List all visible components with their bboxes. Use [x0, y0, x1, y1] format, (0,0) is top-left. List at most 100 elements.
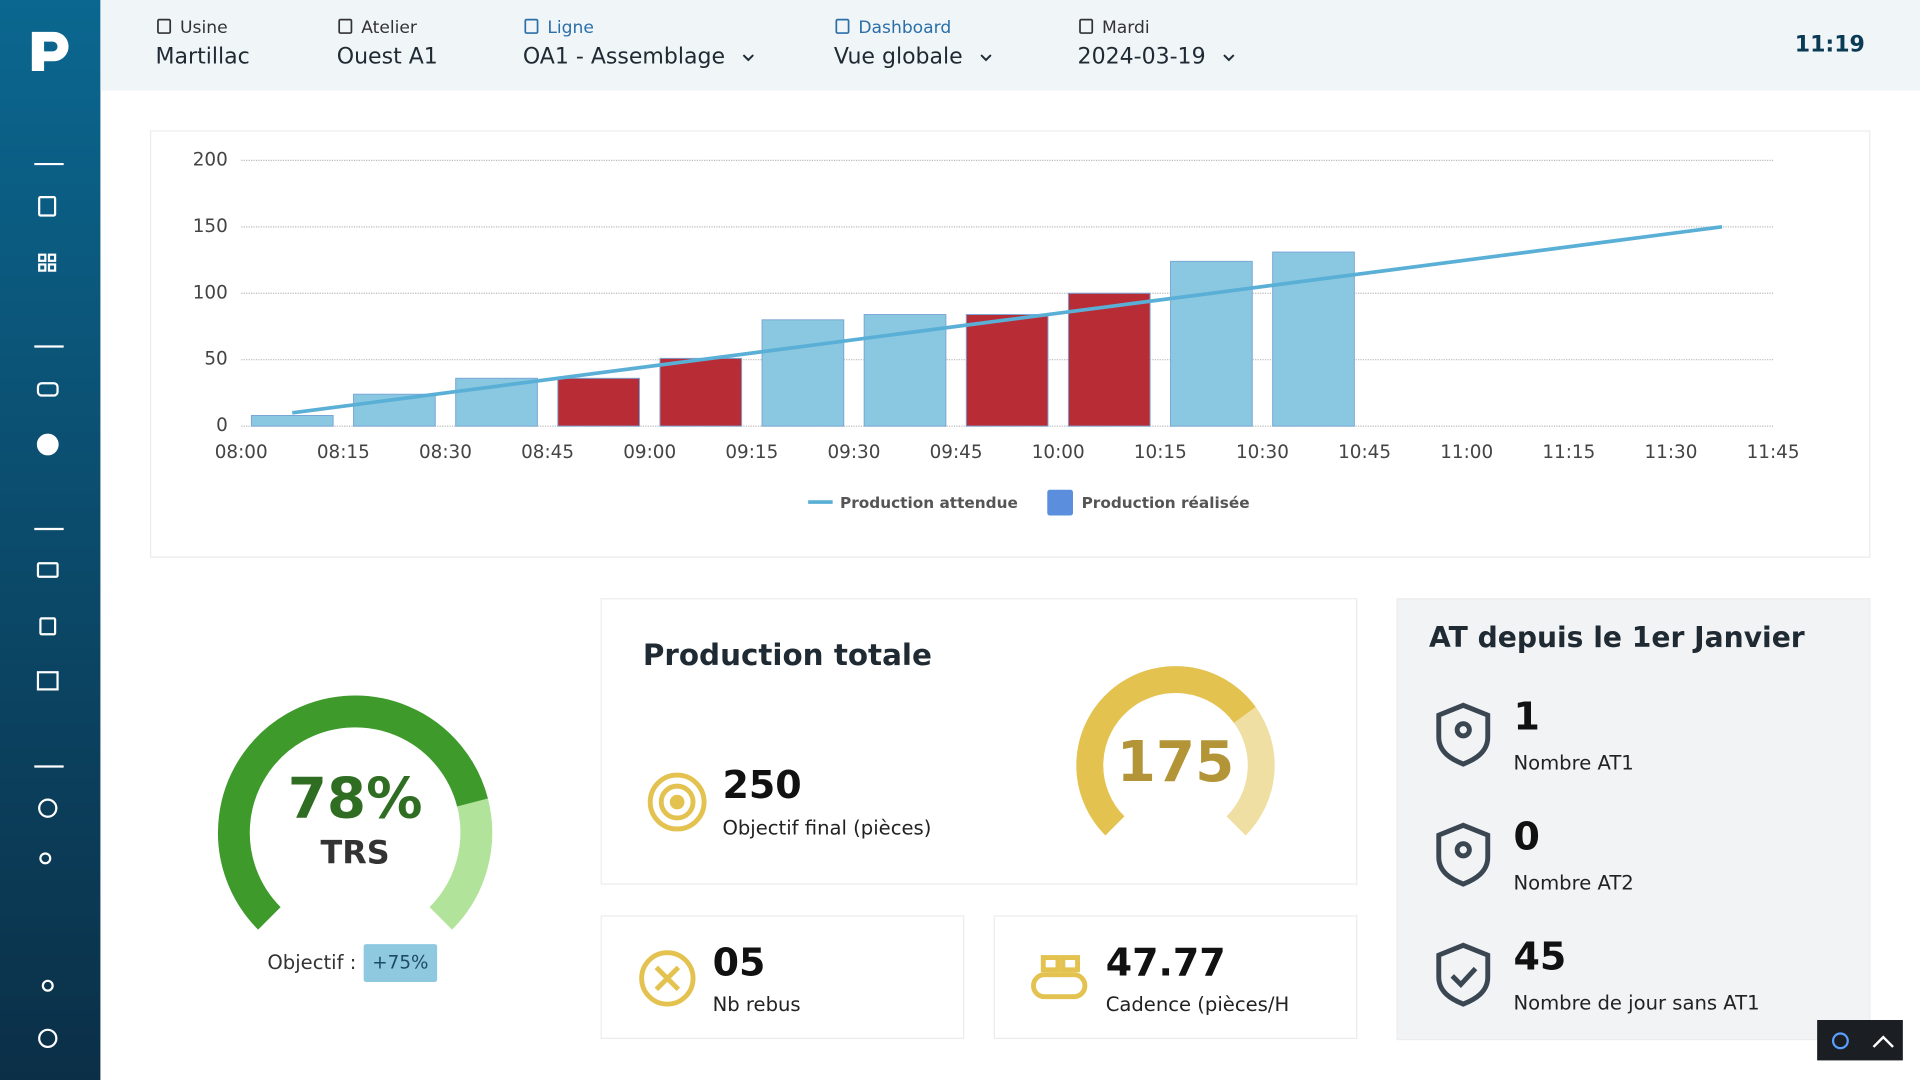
floating-toolbar[interactable] [1817, 1020, 1903, 1061]
gauge-remainder [1226, 707, 1275, 836]
y-tick-label: 50 [204, 349, 227, 370]
at-card [1396, 598, 1871, 1041]
target-label: Objectif final (pièces) [722, 816, 931, 839]
nav-icon[interactable] [36, 433, 59, 456]
x-tick-label: 08:45 [521, 442, 574, 463]
nav-icon[interactable] [36, 671, 59, 691]
x-tick-label: 10:00 [1032, 442, 1085, 463]
timer-button[interactable] [1831, 1032, 1849, 1050]
bar [557, 377, 640, 427]
trs-value: 78% [288, 767, 423, 832]
field-label: Dashboard [858, 18, 951, 38]
x-tick-label: 11:00 [1440, 442, 1493, 463]
shield-icons [1436, 702, 1491, 1007]
objective-badge [363, 944, 438, 983]
at-label: Nombre AT1 [1513, 752, 1633, 775]
bar [965, 314, 1049, 427]
bar [353, 393, 436, 427]
field-value: Martillac [156, 45, 250, 70]
nav-icon[interactable] [39, 617, 57, 636]
x-tick-label: 11:15 [1542, 442, 1595, 463]
rebus-value: 05 [713, 940, 766, 984]
bar [863, 314, 947, 427]
field-value[interactable]: OA1 - Assemblage [523, 45, 725, 70]
legend-swatch [1047, 489, 1073, 516]
field-value[interactable]: 2024-03-19 [1078, 45, 1206, 70]
at-value: 45 [1513, 934, 1566, 978]
logo [31, 31, 69, 72]
at-label: Nombre AT2 [1513, 872, 1633, 895]
collapse-button[interactable] [1872, 1035, 1894, 1048]
x-tick-label: 10:45 [1338, 442, 1391, 463]
header [100, 0, 1920, 91]
field-icon [338, 18, 353, 34]
nav-icon[interactable] [36, 562, 59, 578]
legend-label: Production attendue [840, 494, 1018, 512]
x-tick-label: 09:15 [725, 442, 778, 463]
at-value: 0 [1513, 814, 1539, 858]
nav-icon[interactable] [38, 196, 57, 217]
nav-icon[interactable] [41, 979, 54, 992]
gauge-value [1076, 666, 1256, 836]
bar [250, 415, 334, 427]
y-tick-label: 100 [193, 282, 228, 303]
rebus-card [600, 915, 965, 1039]
nav-icon[interactable] [36, 382, 59, 397]
conveyor-icon [1031, 955, 1088, 1000]
y-tick-label: 150 [193, 216, 228, 237]
at-label: Nombre de jour sans AT1 [1513, 992, 1759, 1015]
dropdown-chevron [742, 54, 754, 62]
x-tick-label: 11:45 [1747, 442, 1800, 463]
field-value: Ouest A1 [337, 45, 438, 70]
rebus-label: Nb rebus [713, 993, 801, 1016]
x-tick-label: 09:45 [930, 442, 983, 463]
x-tick-label: 08:30 [419, 442, 472, 463]
bar [1170, 260, 1253, 427]
legend-label: Production réalisée [1082, 494, 1250, 512]
nav-icon[interactable] [38, 1028, 58, 1049]
field-label: Atelier [361, 18, 418, 38]
field-label: Usine [180, 18, 228, 38]
field-label: Mardi [1102, 18, 1150, 38]
nav-icon[interactable] [39, 852, 52, 865]
x-tick-label: 11:30 [1644, 442, 1697, 463]
objective-value: +75% [372, 953, 428, 974]
field-icon [1079, 18, 1094, 34]
x-tick-label: 10:15 [1134, 442, 1187, 463]
trs-label: TRS [321, 834, 390, 872]
reject-icon [639, 950, 696, 1007]
dropdown-chevron [1223, 54, 1235, 62]
x-tick-label: 09:00 [623, 442, 676, 463]
y-tick-label: 200 [193, 149, 228, 170]
card-title: Production totale [643, 638, 932, 672]
bar [659, 357, 743, 427]
field-icon [835, 18, 850, 34]
x-tick-label: 10:30 [1236, 442, 1289, 463]
field-icon [157, 18, 172, 34]
card-title: AT depuis le 1er Janvier [1429, 621, 1805, 654]
line [292, 225, 1723, 415]
cadence-value: 47.77 [1106, 940, 1226, 984]
x-tick-label: 08:15 [317, 442, 370, 463]
bar [1067, 292, 1151, 427]
field-icon [524, 18, 539, 34]
clock: 11:19 [1795, 32, 1865, 57]
target-icon [647, 772, 707, 832]
field-value[interactable]: Vue globale [834, 45, 963, 70]
sidebar [0, 0, 101, 1080]
nav-icon[interactable] [38, 253, 57, 272]
dropdown-chevron [980, 54, 992, 62]
at-value: 1 [1513, 694, 1539, 738]
gauge-remainder [429, 798, 493, 930]
x-tick-label: 09:30 [827, 442, 880, 463]
target-value: 250 [722, 763, 801, 807]
bar [761, 319, 845, 427]
objective-label: Objectif : [267, 951, 356, 974]
x-tick-label: 08:00 [215, 442, 268, 463]
gauge-value [218, 695, 488, 930]
production-card [600, 598, 1358, 885]
cadence-label: Cadence (pièces/H [1106, 993, 1289, 1016]
nav-icon[interactable] [38, 798, 58, 818]
field-label: Ligne [547, 18, 594, 38]
